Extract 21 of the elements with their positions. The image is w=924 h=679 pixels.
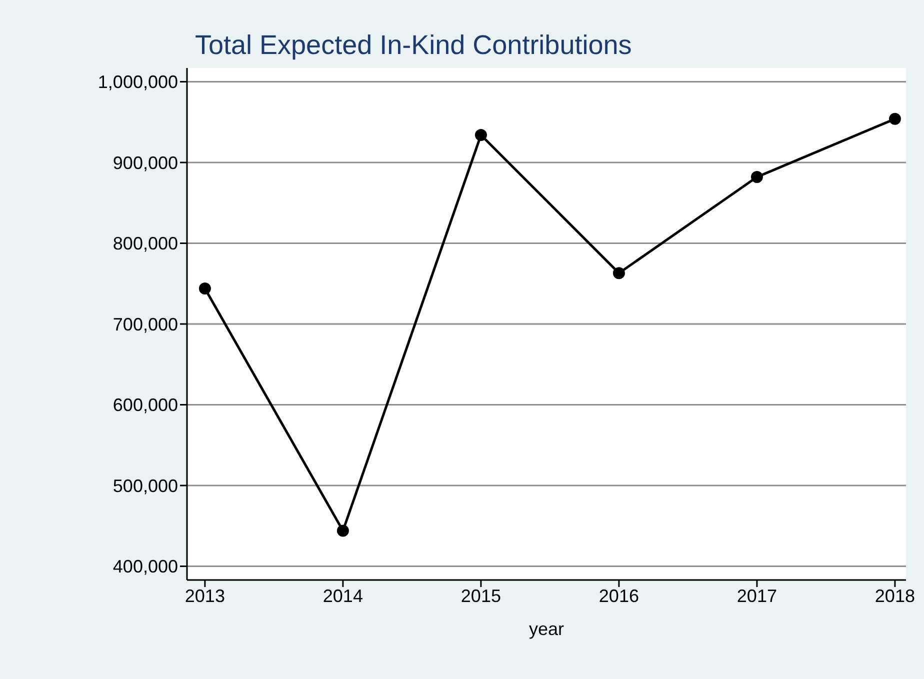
y-tick-label: 900,000: [112, 152, 178, 173]
point: [888, 112, 901, 125]
x-tick-label: 2017: [736, 586, 777, 606]
x-tick-label: 2014: [322, 586, 363, 606]
x-tick-label: 2016: [598, 586, 639, 606]
x-axis-title: year: [528, 619, 564, 639]
y-tick-label: 600,000: [112, 395, 178, 416]
point: [336, 524, 349, 537]
x-tick-label: 2018: [874, 586, 915, 606]
y-tick-label: 1,000,000: [98, 72, 178, 92]
point: [474, 129, 487, 142]
y-tick-label: 700,000: [112, 314, 178, 334]
point: [612, 267, 625, 280]
y-tick-label: 800,000: [112, 234, 178, 254]
point: [750, 171, 763, 184]
y-tick-label: 400,000: [112, 556, 178, 577]
chart-title: Total Expected In-Kind Contributions: [195, 30, 632, 61]
x-tick-label: 2015: [460, 586, 501, 606]
y-tick-label: 500,000: [112, 476, 178, 496]
x-tick-label: 2013: [184, 586, 225, 606]
point: [198, 282, 211, 294]
